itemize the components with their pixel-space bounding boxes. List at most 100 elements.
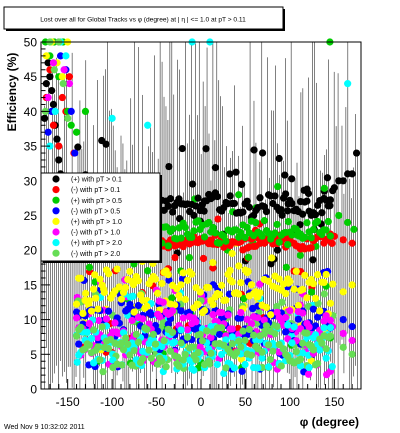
data-point (339, 343, 347, 351)
data-point (348, 170, 356, 178)
data-point (305, 323, 313, 331)
data-point (301, 233, 309, 241)
data-point (271, 229, 279, 237)
data-point (254, 314, 262, 322)
legend-marker (52, 249, 60, 257)
data-point (316, 346, 324, 354)
data-point (228, 278, 236, 286)
data-point (183, 333, 192, 341)
data-point (139, 315, 147, 323)
data-point (299, 285, 307, 294)
data-point (237, 308, 245, 317)
data-point (273, 246, 282, 254)
data-point (273, 322, 281, 331)
data-point (324, 217, 332, 226)
data-point (60, 66, 68, 74)
data-point (284, 241, 292, 249)
data-point (85, 319, 93, 328)
data-point (205, 283, 213, 292)
data-point (226, 266, 234, 274)
x-tick-label: -50 (148, 395, 166, 409)
data-point (222, 237, 230, 245)
data-point (108, 114, 116, 122)
data-point (205, 357, 213, 365)
data-point (179, 356, 187, 364)
data-point (339, 316, 347, 324)
data-point (59, 80, 67, 88)
data-point (299, 339, 307, 347)
data-point (235, 290, 243, 298)
data-point (284, 217, 293, 226)
y-tick-label: 40 (24, 105, 38, 119)
y-tick-label: 25 (24, 209, 38, 223)
data-point (301, 271, 309, 279)
data-point (329, 280, 337, 288)
data-point (224, 311, 232, 319)
legend-marker (52, 217, 60, 225)
legend-label: (+) with pT > 0.5 (71, 198, 122, 205)
y-tick-label: 20 (24, 244, 38, 258)
data-point (275, 275, 283, 283)
data-point (53, 135, 61, 143)
data-point (178, 144, 186, 153)
data-point (288, 175, 296, 183)
data-point (232, 348, 241, 357)
data-point (326, 332, 335, 340)
data-point (269, 347, 277, 355)
data-point (177, 307, 185, 315)
data-point (226, 170, 234, 178)
data-point (344, 218, 352, 227)
data-point (281, 171, 289, 179)
data-point (72, 128, 81, 136)
data-point (307, 244, 315, 252)
data-point (322, 354, 330, 362)
data-point (273, 302, 281, 311)
data-point (154, 289, 162, 297)
data-point (179, 269, 187, 277)
data-point (228, 249, 236, 258)
data-point (62, 52, 70, 60)
x-tick-label: 150 (324, 395, 344, 409)
data-point (348, 322, 356, 331)
data-point (299, 349, 307, 357)
data-point (190, 366, 198, 374)
data-point (159, 298, 167, 306)
data-point (320, 324, 328, 332)
data-point (139, 296, 147, 304)
data-point (71, 149, 79, 157)
data-point (164, 271, 172, 279)
data-point (50, 66, 58, 74)
data-point (288, 339, 296, 347)
data-point (322, 345, 330, 353)
legend-marker (52, 196, 60, 204)
data-point (130, 308, 138, 316)
data-point (316, 307, 324, 315)
data-point (247, 320, 256, 328)
data-point (158, 357, 166, 365)
data-point (192, 318, 200, 326)
data-point (237, 355, 245, 363)
data-point (326, 299, 335, 307)
data-point (228, 325, 236, 333)
data-point (279, 345, 288, 353)
data-point (185, 253, 194, 262)
data-point (344, 80, 352, 88)
legend-marker (52, 228, 60, 236)
data-point (177, 234, 185, 242)
data-point (72, 314, 81, 322)
data-point (222, 364, 230, 372)
data-point (228, 340, 236, 348)
y-axis-label: Efficiency (%) (5, 53, 19, 132)
data-point (254, 364, 262, 372)
data-point (132, 330, 140, 338)
data-point (237, 314, 245, 322)
data-point (151, 340, 160, 348)
data-point (56, 52, 65, 60)
data-point (67, 107, 75, 115)
y-tick-label: 15 (24, 278, 38, 292)
data-point (250, 331, 258, 339)
data-point (239, 327, 247, 335)
data-point (168, 328, 177, 336)
legend-label: (+) with pT > 0.1 (71, 177, 122, 184)
